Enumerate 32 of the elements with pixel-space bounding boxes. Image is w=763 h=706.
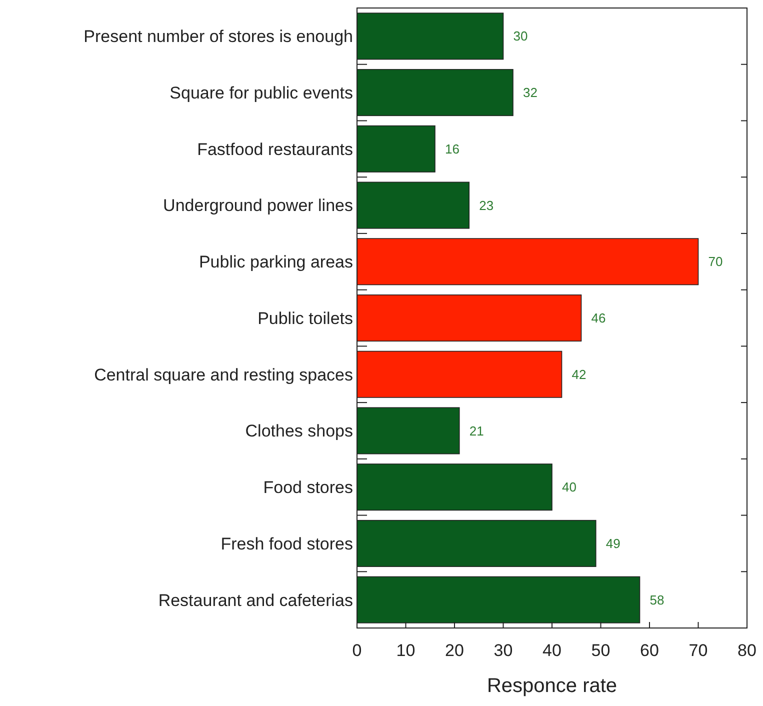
- x-tick-label: 30: [494, 641, 513, 660]
- y-tick-label: Fastfood restaurants: [197, 140, 353, 159]
- y-tick-label: Public toilets: [258, 308, 353, 328]
- y-tick-label: Present number of stores is enough: [84, 27, 353, 46]
- x-axis-title: Responce rate: [486, 675, 618, 697]
- x-tick-label: 80: [738, 641, 756, 660]
- data-label: 46: [591, 310, 606, 326]
- data-label: 70: [708, 254, 723, 270]
- data-label: 23: [479, 198, 494, 213]
- x-tick-label: 40: [542, 641, 562, 660]
- data-label: 21: [469, 423, 484, 438]
- data-label: 32: [523, 85, 538, 100]
- x-tick-label: 60: [640, 641, 659, 660]
- y-tick-label: Food stores: [263, 478, 353, 498]
- data-label: 49: [606, 536, 620, 552]
- data-label: 42: [572, 366, 586, 382]
- x-tick-label: 70: [688, 641, 708, 660]
- y-tick-label: Fresh food stores: [220, 534, 353, 554]
- y-tick-label: Clothes shops: [245, 422, 353, 441]
- x-tick-label: 50: [591, 641, 610, 660]
- x-tick-label: 0: [352, 641, 362, 660]
- x-tick-label: 10: [396, 641, 416, 660]
- y-tick-label: Underground power lines: [163, 196, 353, 216]
- y-tick-label: Public parking areas: [198, 252, 353, 272]
- data-label: 40: [562, 480, 576, 495]
- data-label: 58: [650, 592, 664, 608]
- y-tick-label: Square for public events: [170, 83, 353, 102]
- y-tick-label: Central square and resting spaces: [94, 365, 353, 384]
- data-label: 16: [445, 141, 460, 156]
- data-label: 30: [513, 28, 528, 44]
- y-tick-label: Restaurant and cafeterias: [158, 590, 353, 610]
- x-tick-label: 20: [445, 641, 464, 660]
